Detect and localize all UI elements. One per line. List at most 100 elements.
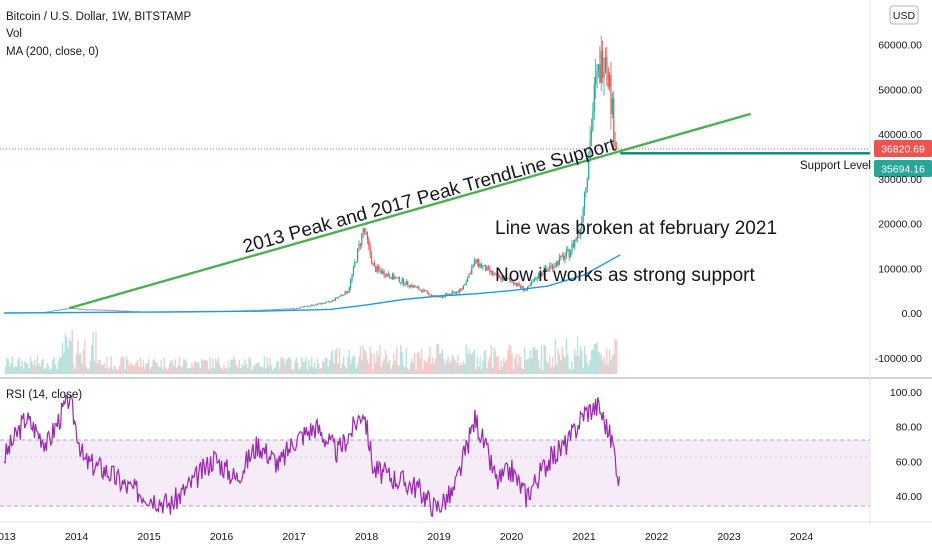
volume-bar — [284, 364, 286, 374]
price-candle — [325, 301, 327, 304]
price-candle — [439, 296, 441, 298]
price-candle — [426, 290, 428, 293]
currency-box[interactable] — [889, 5, 919, 25]
volume-bar — [558, 354, 561, 374]
price-candle — [49, 311, 51, 312]
price-candle — [465, 281, 467, 285]
price-candle — [280, 308, 282, 310]
volume-bar — [579, 346, 582, 374]
rsi-label[interactable]: RSI (14, close) — [6, 389, 82, 401]
price-candle — [377, 266, 380, 270]
volume-bar — [99, 360, 101, 374]
price-candle — [486, 266, 488, 271]
volume-bar — [564, 358, 566, 374]
volume-bar — [370, 353, 373, 374]
volume-bar — [408, 369, 410, 374]
price-candle — [61, 309, 64, 310]
price-candle — [270, 309, 272, 311]
price-candle — [508, 278, 510, 280]
volume-bar — [452, 357, 455, 374]
price-candle — [52, 310, 54, 312]
volume-bar — [110, 356, 112, 374]
time-axis[interactable]: 2013 2014 2015 2016 2017 2018 2019 2020 2021 2022… — [0, 531, 813, 543]
volume-bar — [228, 367, 231, 374]
price-candle — [606, 57, 608, 68]
price-candle — [330, 300, 332, 302]
volume-bar — [117, 369, 119, 374]
volume-bar — [390, 369, 392, 374]
price-candle — [89, 309, 91, 311]
volume-bar — [265, 368, 267, 374]
price-candle — [387, 273, 389, 277]
price-candle — [511, 280, 513, 283]
volume-bar — [393, 353, 395, 374]
price-candle — [299, 306, 302, 308]
price-candle — [302, 306, 304, 308]
volume-bar — [355, 368, 357, 374]
vol-label[interactable]: Vol — [6, 28, 22, 40]
volume-bar — [221, 369, 224, 374]
volume-bar — [167, 368, 170, 374]
volume-bar — [368, 363, 370, 374]
price-candle — [383, 271, 385, 276]
price-candle — [102, 309, 104, 311]
price-candle — [267, 309, 270, 311]
price-candle — [450, 293, 452, 295]
volume-bar — [475, 369, 477, 374]
support-annotation[interactable]: Now it works as strong support — [495, 265, 755, 286]
price-candle — [602, 51, 604, 78]
symbol-title[interactable]: Bitcoin / U.S. Dollar, 1W, BITSTAMP — [6, 11, 191, 23]
volume-bar — [522, 369, 524, 374]
volume-bar — [508, 344, 511, 374]
price-candle — [297, 308, 299, 309]
price-candle — [361, 233, 363, 246]
volume-bar — [429, 346, 431, 374]
price-candle — [358, 243, 360, 249]
price-candle — [604, 57, 607, 73]
support-level-label[interactable]: Support Level — [800, 160, 871, 172]
price-candle — [428, 292, 430, 295]
volume-bar — [317, 363, 320, 374]
price-candle — [118, 310, 121, 312]
volume-bar — [469, 353, 472, 374]
rsi-axis[interactable]: 100.00 80.00 60.00 40.00 — [890, 387, 922, 503]
volume-bar — [412, 362, 415, 374]
volume-bar — [329, 360, 331, 374]
price-candle — [326, 301, 328, 303]
volume-bar — [175, 367, 178, 374]
price-candle — [105, 309, 107, 311]
volume-bar — [93, 361, 96, 374]
volume-bar — [272, 369, 274, 374]
volume-bar — [439, 354, 441, 374]
volume-bar — [480, 369, 483, 374]
volume-bar — [301, 357, 303, 374]
volume-bar — [352, 355, 355, 374]
price-candle — [327, 301, 329, 303]
price-axis[interactable]: 60000.00 50000.00 40000.00 30000.00 20000.00… — [875, 40, 922, 365]
price-candle — [595, 74, 597, 85]
price-candle — [554, 265, 556, 267]
broken-annotation[interactable]: Line was broken at february 2021 — [495, 218, 777, 239]
volume-bar — [394, 360, 396, 374]
volume-bar — [31, 361, 33, 374]
volume-bar — [596, 342, 598, 374]
ma-label[interactable]: MA (200, close, 0) — [6, 46, 99, 58]
volume-bar — [397, 365, 399, 374]
price-candle — [86, 309, 89, 311]
volume-bar — [418, 351, 420, 374]
volume-bar — [344, 365, 346, 374]
volume-bar — [199, 368, 202, 374]
volume-bar — [581, 350, 583, 374]
volume-bar — [351, 357, 353, 374]
volume-bar — [407, 368, 409, 374]
volume-bar — [349, 363, 352, 374]
volume-bar — [365, 351, 367, 374]
time-tick-label: 2021 — [572, 531, 596, 543]
volume-bar — [405, 348, 408, 374]
volume-bar — [331, 349, 334, 374]
volume-bar — [433, 363, 435, 374]
trendline[interactable] — [68, 112, 752, 310]
price-candle — [48, 311, 50, 313]
volume-bar — [309, 366, 311, 374]
volume-bar — [156, 363, 158, 374]
